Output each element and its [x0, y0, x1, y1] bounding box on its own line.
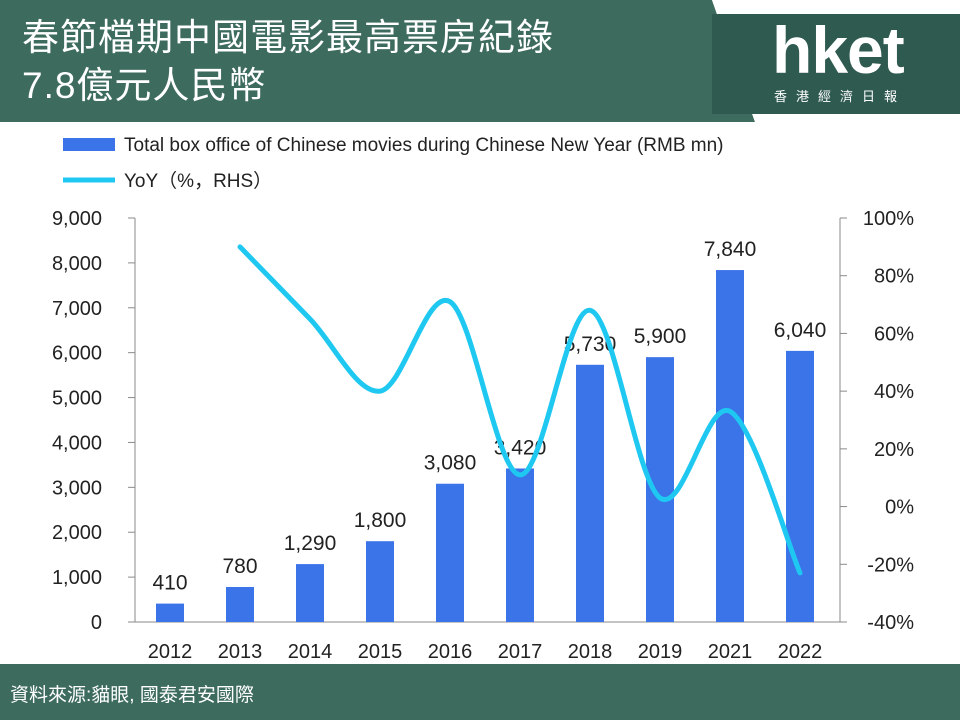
x-tick-label-2014: 2014 — [288, 641, 333, 663]
x-tick-label-2012: 2012 — [148, 641, 193, 663]
y-tick-label: 7,000 — [52, 298, 102, 320]
data-label-2013: 780 — [222, 555, 257, 578]
legend-bar-label: Total box office of Chinese movies durin… — [124, 135, 724, 156]
data-label-2014: 1,290 — [284, 532, 337, 555]
data-label-2022: 6,040 — [774, 319, 827, 342]
bar-2021 — [716, 270, 744, 622]
source-note: 資料來源:貓眼, 國泰君安國際 — [10, 685, 254, 706]
y-tick-label: 2,000 — [52, 522, 102, 544]
data-label-2018: 5,730 — [564, 333, 617, 356]
y2-tick-label: 100% — [863, 208, 914, 230]
x-tick-label-2016: 2016 — [428, 641, 473, 663]
y2-tick-label: 40% — [874, 381, 914, 403]
legend: Total box office of Chinese movies durin… — [63, 135, 724, 192]
yoy-line — [237, 244, 803, 576]
x-tick-label-2022: 2022 — [778, 641, 823, 663]
logo-name-text: 香港經濟日報 — [774, 89, 907, 104]
x-tick-label-2018: 2018 — [568, 641, 613, 663]
y2-tick-label: 60% — [874, 323, 914, 345]
bar-2018 — [576, 364, 604, 622]
footer-bar: 資料來源:貓眼, 國泰君安國際 — [0, 664, 960, 720]
bar-2019 — [646, 357, 674, 622]
bar-series — [156, 270, 814, 622]
line-series — [237, 244, 803, 576]
axes: 0 1,000 2,000 3,000 4,000 5,000 6,000 7,000 8,00… — [52, 208, 914, 663]
y-tick-label: 4,000 — [52, 432, 102, 454]
bar-2012 — [156, 603, 184, 622]
bar-2016 — [436, 483, 464, 622]
data-label-2015: 1,800 — [354, 509, 407, 532]
y2-tick-label: 20% — [874, 439, 914, 461]
y2-tick-label: 80% — [874, 266, 914, 288]
title-banner-shape — [0, 0, 755, 122]
data-label-2016: 3,080 — [424, 452, 477, 475]
x-tick-label-2013: 2013 — [218, 641, 263, 663]
page-title-line-1: 春節檔期中國電影最高票房紀錄 — [22, 17, 554, 58]
hket-logo: hket 香港經濟日報 — [712, 13, 960, 114]
y-tick-label: 6,000 — [52, 343, 102, 365]
x-tick-label-2021: 2021 — [708, 641, 753, 663]
data-label-2012: 410 — [152, 572, 187, 595]
y-tick-label: 0 — [91, 612, 102, 634]
x-tick-label-2019: 2019 — [638, 641, 683, 663]
x-tick-label-2015: 2015 — [358, 641, 403, 663]
bar-2014 — [296, 564, 324, 622]
logo-brand-text: hket — [772, 13, 905, 87]
bar-2022 — [786, 350, 814, 622]
legend-bar-swatch — [63, 138, 115, 151]
y-tick-label: 9,000 — [52, 208, 102, 230]
x-tick-label-2017: 2017 — [498, 641, 543, 663]
y2-tick-label: -40% — [867, 612, 914, 634]
box-office-chart: Total box office of Chinese movies durin… — [52, 135, 914, 663]
y-tick-label: 5,000 — [52, 388, 102, 410]
y-tick-label: 3,000 — [52, 477, 102, 499]
y-tick-label: 1,000 — [52, 567, 102, 589]
legend-line-label: YoY（%，RHS） — [124, 170, 272, 192]
page-title-line-2: 7.8億元人民幣 — [22, 65, 267, 106]
data-label-2021: 7,840 — [704, 238, 757, 261]
y2-tick-label: -20% — [867, 554, 914, 576]
bar-2015 — [366, 541, 394, 622]
bar-2017 — [506, 468, 534, 622]
y2-tick-label: 0% — [885, 497, 914, 519]
y-tick-label: 8,000 — [52, 253, 102, 275]
data-label-2019: 5,900 — [634, 325, 687, 348]
bar-2013 — [226, 586, 254, 622]
